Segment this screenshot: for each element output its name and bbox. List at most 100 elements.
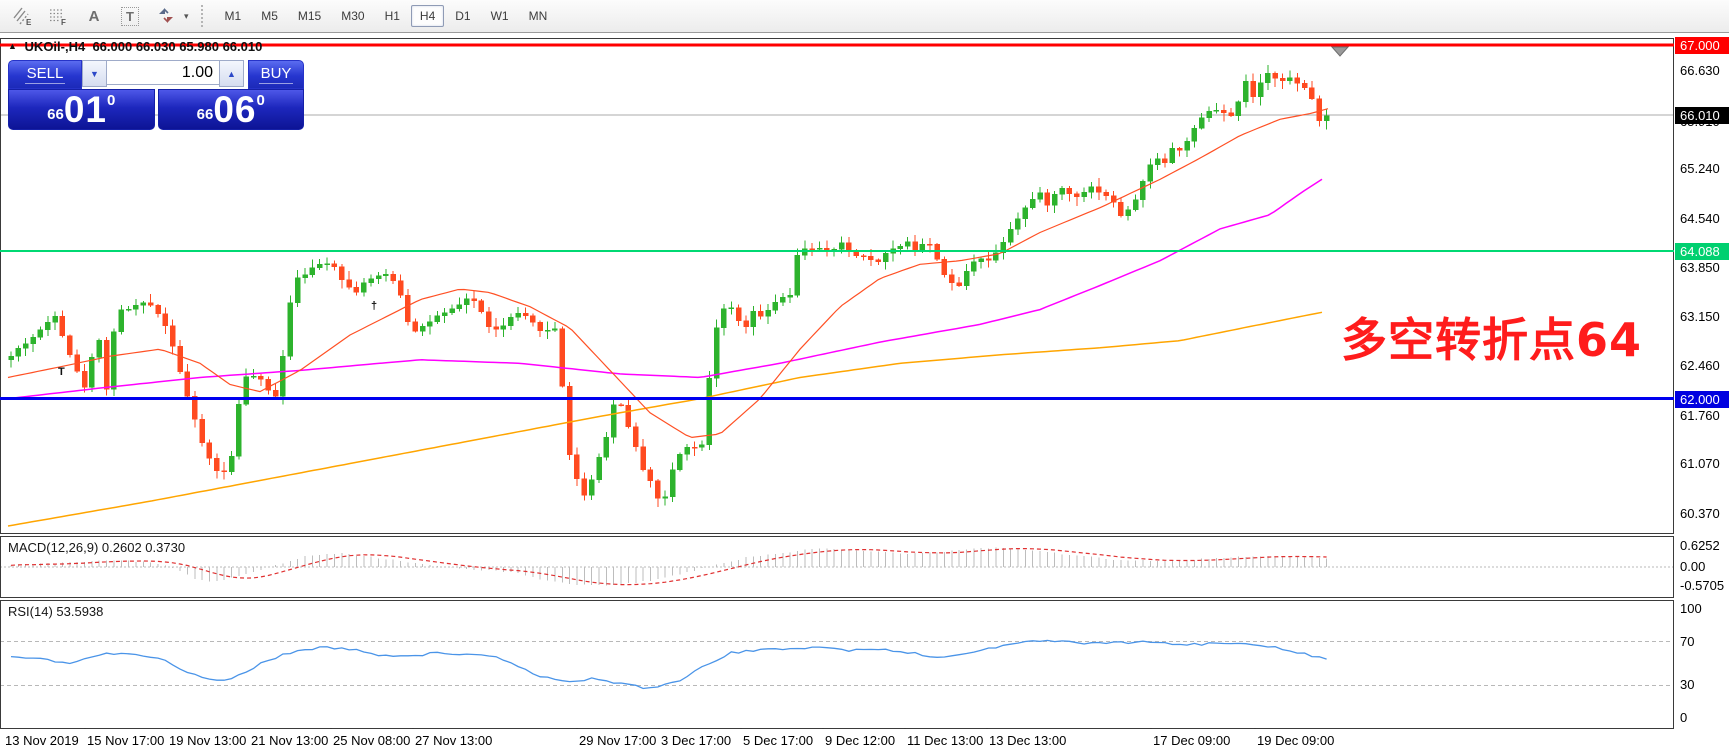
time-label: 19 Dec 09:00 [1257,733,1335,748]
equidistant-channel-icon[interactable]: E [6,2,38,30]
arrows-objects-icon[interactable] [150,2,182,30]
sell-button-label: SELL [24,65,66,84]
sell-button[interactable]: SELL [8,60,82,89]
chart-shift-marker-icon[interactable] [1330,46,1350,57]
candle-bearish [493,326,499,330]
time-label: 3 Dec 17:00 [661,733,732,748]
candle-bullish [1125,209,1131,217]
candle-bullish [1235,101,1242,117]
timeframe-button-m15[interactable]: M15 [297,9,322,23]
main-panel-frame [0,38,1674,534]
candle-bullish [588,479,595,496]
candle-bullish [45,322,51,331]
buy-price-panel[interactable]: 66 06 0 [157,89,304,130]
candle-bullish [1132,199,1139,211]
candle-bullish [699,444,705,448]
chart-title: ▲ UKOil-,H4 66.000 66.030 65.980 66.010 [8,39,262,54]
rsi-panel-frame [0,600,1674,729]
candle-bearish [985,258,992,261]
candle-bearish [346,279,352,288]
timeframe-button-d1[interactable]: D1 [455,9,471,23]
time-label: 13 Nov 2019 [5,733,79,748]
candle-bullish [228,455,235,472]
macd-panel-frame [0,536,1674,598]
time-label: 19 Nov 13:00 [169,733,247,748]
candle-bullish [1007,228,1014,243]
candle-bullish [544,329,551,332]
chart-canvas[interactable] [0,0,1674,750]
time-label: 15 Nov 17:00 [87,733,165,748]
candle-bearish [214,458,220,472]
candle-bullish [1213,109,1220,112]
candle-bearish [1279,78,1286,82]
buy-button-label: BUY [258,65,294,84]
fibonacci-lines-glyph: F [50,9,66,27]
timeframe-button-h1[interactable]: H1 [384,9,400,23]
price-tick-64.540: 64.540 [1680,211,1720,226]
candle-bullish [1243,80,1249,103]
candle-bullish [787,295,793,298]
candle-bearish [633,426,639,447]
timeframe-button-w1[interactable]: W1 [490,9,509,23]
fibonacci-lines-icon[interactable]: F [42,2,74,30]
chart-object-marker[interactable]: † [371,300,378,312]
candle-bearish [868,256,874,261]
candle-bullish [1015,218,1021,230]
candle-bearish [1221,109,1227,114]
buy-button[interactable]: BUY [248,60,304,89]
volume-increase-button[interactable]: ▲ [219,60,244,87]
candle-bearish [397,280,404,296]
timeframe-button-m5[interactable]: M5 [261,9,278,23]
candle-bullish [1169,148,1176,164]
candle-bullish [780,297,786,303]
candle-bearish [581,478,588,496]
buy-price-big: 06 [213,89,257,130]
rsi-label: RSI(14) 53.5938 [8,604,104,619]
candle-bullish [309,267,316,275]
candle-bearish [691,446,698,449]
candle-bullish [434,315,441,322]
candle-bullish [816,248,823,250]
symbol-marker-icon: ▲ [8,41,17,51]
volume-input[interactable] [107,60,219,85]
candle-bullish [383,274,389,276]
equidistant-channel-glyph: E [13,7,32,27]
volume-decrease-button[interactable]: ▼ [82,60,107,87]
candle-bearish [522,312,529,317]
candle-bullish [897,245,904,249]
candle-bullish [1206,111,1212,118]
candle-bearish [809,248,815,251]
candle-bearish [1309,87,1315,99]
arrows-dropdown-caret[interactable]: ▾ [184,10,189,21]
candle-bullish [765,310,771,317]
candle-bullish [677,453,683,470]
candle-bullish [1037,192,1043,200]
timeframe-button-m1[interactable]: M1 [224,9,242,23]
candle-bullish [133,304,139,310]
candle-bearish [625,405,632,428]
candle-bullish [243,376,249,405]
price-tick-61.760: 61.760 [1680,407,1720,423]
candle-bullish [772,302,779,311]
candle-bearish [67,335,73,356]
chart-object-marker[interactable]: T [58,366,65,378]
candle-bullish [456,304,463,310]
text-box-icon[interactable]: T [114,2,146,30]
timeframe-button-h4[interactable]: H4 [410,5,445,27]
candle-bearish [258,376,264,380]
price-tick-65.240: 65.240 [1680,161,1720,177]
candle-bullish [375,275,382,280]
timeframe-button-mn[interactable]: MN [528,9,548,23]
text-label-icon[interactable]: A [78,2,110,30]
candle-bearish [162,313,169,327]
sell-price-panel[interactable]: 66 01 0 [8,89,155,130]
candle-bearish [1044,192,1051,206]
rsi-tick-30: 30 [1680,677,1695,693]
timeframe-button-m30[interactable]: M30 [341,9,365,23]
arrows-glyph [159,8,173,23]
rsi-group [1,639,1673,690]
candle-bullish [728,307,735,310]
candle-bullish [89,356,95,388]
rsi-tick-70: 70 [1680,633,1695,649]
candle-bearish [1162,158,1168,164]
